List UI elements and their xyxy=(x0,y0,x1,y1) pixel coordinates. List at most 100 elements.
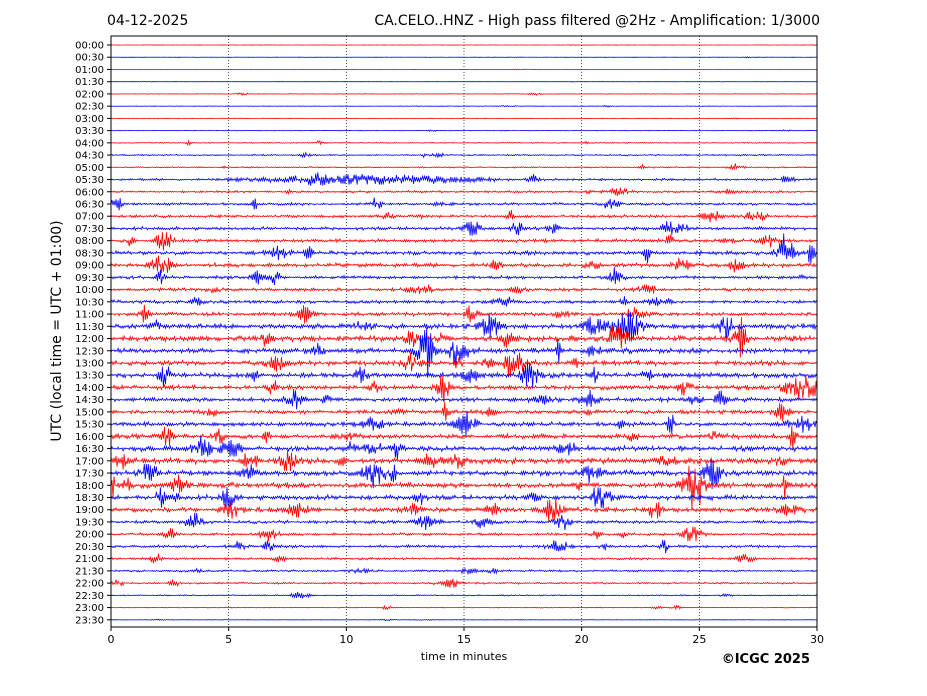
seismic-trace xyxy=(110,401,818,422)
seismic-trace xyxy=(110,266,818,285)
seismic-trace xyxy=(110,104,818,108)
seismic-trace xyxy=(110,604,818,611)
seismic-trace xyxy=(110,233,818,264)
y-tick-label: 11:00 xyxy=(75,310,104,321)
chart-title: CA.CELO..HNZ - High pass filtered @2Hz -… xyxy=(374,13,820,29)
y-tick-label: 18:30 xyxy=(75,493,104,504)
y-tick-label: 23:00 xyxy=(75,603,104,614)
y-tick-label: 06:30 xyxy=(75,199,104,210)
y-tick-label: 13:00 xyxy=(75,358,104,369)
seismic-trace xyxy=(110,255,818,273)
y-tick-label: 23:30 xyxy=(75,615,104,626)
seismic-trace xyxy=(110,296,818,307)
y-tick-label: 09:00 xyxy=(75,261,104,272)
x-tick-label: 10 xyxy=(339,633,353,646)
time-grid xyxy=(228,36,700,627)
y-tick-label: 03:30 xyxy=(75,126,104,137)
y-tick-label: 04:30 xyxy=(75,151,104,162)
x-tick-label: 5 xyxy=(225,633,232,646)
y-tick-label: 17:30 xyxy=(75,469,104,480)
y-tick-label: 21:00 xyxy=(75,554,104,565)
seismic-trace xyxy=(110,221,818,236)
y-tick-label: 19:00 xyxy=(75,505,104,516)
seismic-trace xyxy=(110,591,818,599)
seismic-trace xyxy=(110,465,818,510)
y-tick-label: 00:00 xyxy=(75,41,104,52)
seismic-trace xyxy=(110,487,818,509)
seismic-trace xyxy=(110,498,818,522)
seismic-trace xyxy=(110,187,818,197)
seismic-trace xyxy=(110,129,818,133)
y-tick-label: 13:30 xyxy=(75,371,104,382)
y-tick-label: 12:30 xyxy=(75,346,104,357)
seismic-trace xyxy=(110,539,818,554)
y-tick-label: 02:30 xyxy=(75,102,104,113)
y-tick-label: 17:00 xyxy=(75,456,104,467)
seismic-traces xyxy=(110,44,818,622)
y-tick-label: 08:00 xyxy=(75,236,104,247)
seismic-trace xyxy=(110,578,818,588)
seismic-trace xyxy=(110,618,818,622)
y-tick-label: 02:00 xyxy=(75,89,104,100)
y-tick-label: 15:00 xyxy=(75,407,104,418)
y-tick-label: 06:00 xyxy=(75,187,104,198)
y-tick-label: 16:30 xyxy=(75,444,104,455)
y-tick-label: 04:00 xyxy=(75,138,104,149)
y-tick-label: 22:30 xyxy=(75,591,104,602)
y-tick-label: 15:30 xyxy=(75,420,104,431)
x-tick-label: 15 xyxy=(457,633,471,646)
y-tick-label: 09:30 xyxy=(75,273,104,284)
y-tick-label: 05:30 xyxy=(75,175,104,186)
seismic-trace xyxy=(110,117,818,120)
y-tick-label: 12:00 xyxy=(75,334,104,345)
y-tick-label: 07:00 xyxy=(75,212,104,223)
y-tick-label: 11:30 xyxy=(75,322,104,333)
y-tick-label: 03:00 xyxy=(75,114,104,125)
y-tick-label: 07:30 xyxy=(75,224,104,235)
seismic-trace xyxy=(110,459,818,489)
x-axis-ticks: 0 5 10 15 20 25 30 xyxy=(108,627,824,646)
seismic-trace xyxy=(110,172,818,186)
y-tick-label: 01:00 xyxy=(75,65,104,76)
seismic-trace xyxy=(110,449,818,472)
seismic-trace xyxy=(110,567,818,576)
seismic-trace xyxy=(110,304,818,324)
seismic-trace xyxy=(110,68,818,71)
date-label: 04-12-2025 xyxy=(107,13,188,29)
seismic-trace xyxy=(110,209,818,223)
x-tick-label: 30 xyxy=(810,633,824,646)
seismic-trace xyxy=(110,410,818,436)
seismic-trace xyxy=(110,327,818,378)
seismic-trace xyxy=(110,317,818,358)
x-axis-label: time in minutes xyxy=(421,650,508,663)
seismic-trace xyxy=(110,553,818,564)
seismic-trace xyxy=(110,362,818,388)
seismic-trace xyxy=(110,425,818,450)
seismic-trace xyxy=(110,526,818,542)
y-tick-label: 18:00 xyxy=(75,481,104,492)
seismic-trace xyxy=(110,312,818,343)
seismic-trace xyxy=(110,44,818,46)
seismic-trace xyxy=(110,151,818,159)
y-tick-label: 16:00 xyxy=(75,432,104,443)
y-tick-label: 08:30 xyxy=(75,248,104,259)
y-tick-label: 10:30 xyxy=(75,297,104,308)
seismic-trace xyxy=(110,435,818,460)
seismic-trace xyxy=(110,232,818,251)
plot-frame xyxy=(110,35,818,628)
seismic-trace xyxy=(110,512,818,531)
y-tick-label: 14:30 xyxy=(75,395,104,406)
seismic-trace xyxy=(110,284,818,295)
seismic-trace xyxy=(110,375,818,403)
y-tick-label: 05:00 xyxy=(75,163,104,174)
y-tick-label: 20:00 xyxy=(75,530,104,541)
seismic-trace xyxy=(110,92,818,96)
copyright-label: ©ICGC 2025 xyxy=(722,652,810,667)
seismic-trace xyxy=(110,80,818,83)
seismic-trace xyxy=(110,56,818,59)
x-tick-label: 25 xyxy=(692,633,706,646)
y-tick-label: 21:30 xyxy=(75,566,104,577)
y-tick-label: 14:00 xyxy=(75,383,104,394)
